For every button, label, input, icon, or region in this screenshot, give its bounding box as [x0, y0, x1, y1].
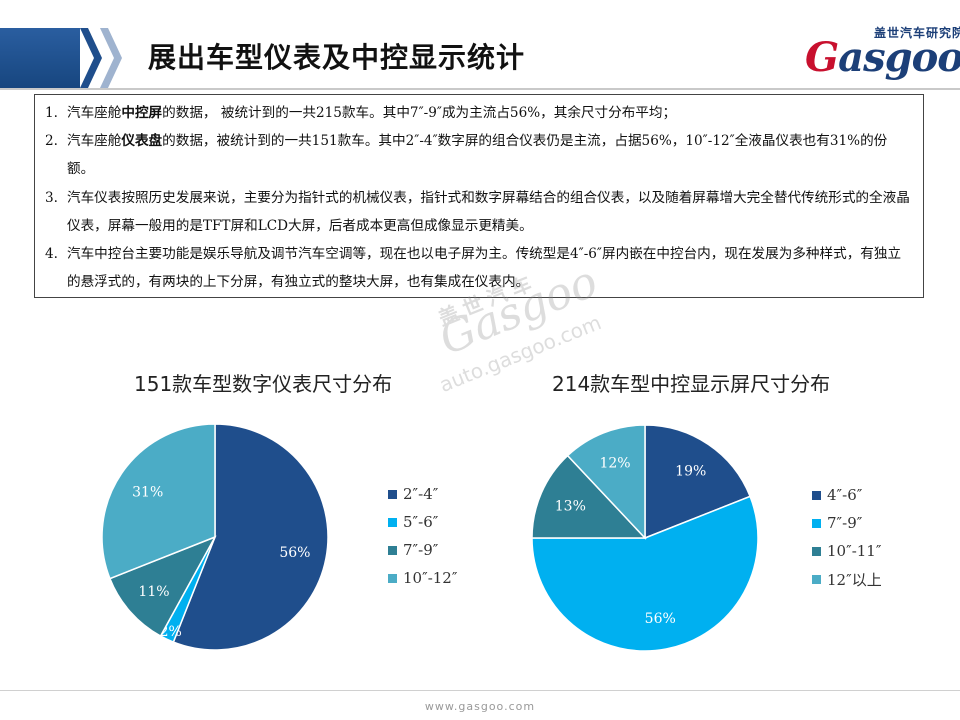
gasgoo-logo: Gasgoo — [805, 34, 960, 81]
legend-dashboard: 2″-4″ 5″-6″ 7″-9″ 10″-12″ — [388, 480, 457, 592]
legend-label: 4″-6″ — [827, 486, 863, 504]
pie-slice-label: 31% — [132, 484, 163, 500]
legend-label: 10″-12″ — [403, 569, 458, 587]
note-text: 汽车座舱中控屏的数据， 被统计到的一共215款车。其中7″-9″成为主流占56%… — [67, 105, 677, 121]
pie-slice-label: 13% — [555, 499, 586, 515]
note-text: 汽车座舱仪表盘的数据，被统计到的一共151款车。其中2″-4″数字屏的组合仪表仍… — [67, 133, 888, 178]
footer-url: www.gasgoo.com — [424, 700, 536, 713]
pie-chart-center-display: 19% 56% 13% 12% — [531, 424, 759, 652]
note-item: 2. 汽车座舱仪表盘的数据，被统计到的一共151款车。其中2″-4″数字屏的组合… — [45, 127, 913, 183]
pie-slice — [108, 535, 217, 638]
note-item: 1. 汽车座舱中控屏的数据， 被统计到的一共215款车。其中7″-9″成为主流占… — [45, 99, 913, 127]
legend-swatch — [388, 573, 397, 583]
title-band — [0, 28, 80, 88]
note-number: 3. — [45, 189, 58, 206]
logo-rest-letters: asgoo — [838, 34, 960, 81]
legend-item: 12″以上 — [812, 565, 882, 593]
note-item: 4. 汽车中控台主要功能是娱乐导航及调节汽车空调等，现在也以电子屏为主。传统型是… — [45, 240, 913, 296]
pie-slice-label: 56% — [645, 611, 676, 627]
pie-slice — [101, 423, 216, 580]
footer-divider — [0, 690, 960, 691]
legend-swatch — [388, 517, 397, 527]
note-text: 汽车仪表按照历史发展来说，主要分为指针式的机械仪表，指针式和数字屏幕结合的组合仪… — [67, 189, 910, 234]
legend-swatch — [388, 545, 397, 555]
legend-swatch — [812, 574, 821, 584]
pie-slice-label: 12% — [599, 455, 630, 471]
pie-slice-label: 19% — [675, 464, 706, 480]
pie-chart-dashboard: 56%2%11%31% — [101, 423, 329, 651]
logo-cn-text: 盖世汽车研究院 — [874, 26, 960, 40]
pie-slice — [531, 495, 759, 652]
logo-accent-letter: G — [805, 34, 839, 81]
pie-slice — [566, 424, 646, 540]
legend-label: 5″-6″ — [403, 513, 439, 531]
legend-swatch — [388, 489, 397, 499]
note-item: 3. 汽车仪表按照历史发展来说，主要分为指针式的机械仪表，指针式和数字屏幕结合的… — [45, 184, 913, 240]
legend-item: 10″-11″ — [812, 537, 882, 565]
legend-label: 7″-9″ — [403, 541, 439, 559]
legend-item: 7″-9″ — [388, 536, 457, 564]
note-number: 4. — [45, 246, 58, 263]
legend-item: 2″-4″ — [388, 480, 457, 508]
pie-slice-label: 56% — [279, 545, 310, 561]
note-text: 汽车中控台主要功能是娱乐导航及调节汽车空调等，现在也以电子屏为主。传统型是4″-… — [67, 246, 902, 291]
pie-slice — [531, 454, 647, 539]
chevron-decoration — [100, 28, 122, 88]
legend-label: 12″以上 — [827, 570, 882, 589]
notes-box: 1. 汽车座舱中控屏的数据， 被统计到的一共215款车。其中7″-9″成为主流占… — [34, 94, 924, 298]
pie-slice — [172, 423, 329, 651]
legend-swatch — [812, 490, 821, 500]
legend-swatch — [812, 546, 821, 556]
pie-slice — [644, 424, 752, 540]
header-divider — [0, 88, 960, 90]
chart-title-dashboard: 151款车型数字仪表尺寸分布 — [134, 372, 393, 396]
page-title: 展出车型仪表及中控显示统计 — [148, 41, 526, 74]
pie-slice-label: 11% — [138, 584, 169, 600]
note-number: 2. — [45, 133, 58, 150]
legend-label: 7″-9″ — [827, 514, 863, 532]
legend-center-display: 4″-6″ 7″-9″ 10″-11″ 12″以上 — [812, 481, 882, 593]
legend-label: 2″-4″ — [403, 485, 439, 503]
legend-item: 7″-9″ — [812, 509, 882, 537]
legend-item: 4″-6″ — [812, 481, 882, 509]
legend-item: 5″-6″ — [388, 508, 457, 536]
chart-title-center-display: 214款车型中控显示屏尺寸分布 — [552, 372, 831, 396]
legend-item: 10″-12″ — [388, 564, 457, 592]
legend-label: 10″-11″ — [827, 542, 882, 560]
chevron-decoration — [80, 28, 102, 88]
legend-swatch — [812, 518, 821, 528]
note-number: 1. — [45, 105, 58, 121]
